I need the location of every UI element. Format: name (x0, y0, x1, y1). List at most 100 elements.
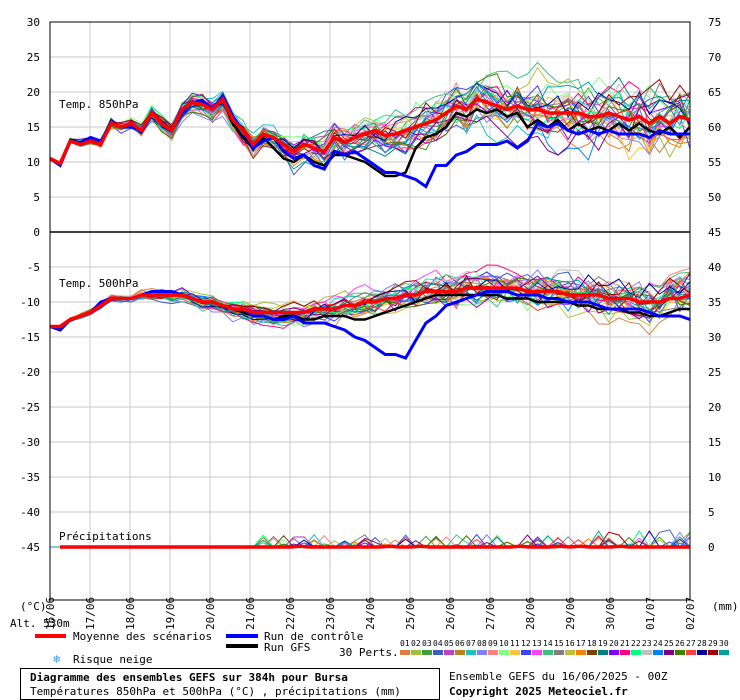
pert-legend-swatch (576, 650, 586, 655)
pert-line-t850-30 (49, 81, 691, 170)
x-tick-label: 20/06 (204, 597, 217, 630)
pert-line-t850-29 (49, 78, 691, 165)
pert-legend-swatch (444, 650, 454, 655)
y-left-tick-label: -45 (20, 541, 40, 554)
pert-legend-number: 07 (466, 639, 476, 648)
y-left-tick-label: 5 (33, 191, 40, 204)
pert-legend-swatch (675, 650, 685, 655)
x-tick-label: 17/06 (84, 597, 97, 630)
pert-legend-swatch (422, 650, 432, 655)
y-left-tick-label: 15 (27, 121, 40, 134)
pert-legend-swatch (620, 650, 630, 655)
title-box: Diagramme des ensembles GEFS sur 384h po… (20, 668, 440, 700)
pert-legend-number: 11 (510, 639, 520, 648)
pert-legend-number: 12 (521, 639, 531, 648)
x-tick-label: 29/06 (564, 597, 577, 630)
y-left-tick-label: -5 (27, 261, 40, 274)
legend-control-label: Run de contrôle (264, 630, 363, 643)
pert-legend-swatch (708, 650, 718, 655)
copyright: Copyright 2025 Meteociel.fr (449, 685, 628, 698)
pert-legend-number: 23 (642, 639, 652, 648)
y-left-tick-label: -20 (20, 366, 40, 379)
y-right-tick-label: 10 (708, 471, 721, 484)
pert-legend-number: 18 (587, 639, 597, 648)
snowflake-icon: ❄ (53, 652, 60, 666)
grid (50, 21, 690, 600)
pert-legend-swatch (609, 650, 619, 655)
panel-label-t850: Temp. 850hPa (59, 98, 138, 111)
pert-legend-swatch (532, 650, 542, 655)
pert-legend-swatch (631, 650, 641, 655)
pert-legend-number: 02 (411, 639, 421, 648)
y-right-tick-label: 5 (708, 506, 715, 519)
y-right-tick-label: 70 (708, 51, 721, 64)
pert-legend-swatch (686, 650, 696, 655)
pert-legend-number: 08 (477, 639, 487, 648)
pert-legend-swatch (719, 650, 729, 655)
x-tick-label: 30/06 (604, 597, 617, 630)
panel-label-precip: Précipitations (59, 530, 152, 543)
x-tick-label: 22/06 (284, 597, 297, 630)
y-left-tick-label: -15 (20, 331, 40, 344)
pert-legend-swatch (653, 650, 663, 655)
pert-line-t850-22 (49, 89, 691, 163)
x-tick-label: 25/06 (404, 597, 417, 630)
y-left-tick-label: 30 (27, 16, 40, 29)
y-left-tick-label: -30 (20, 436, 40, 449)
x-tick-label: 28/06 (524, 597, 537, 630)
x-tick-label: 23/06 (324, 597, 337, 630)
legend-mean-label: Moyenne des scénarios (73, 630, 212, 643)
pert-legend-number: 17 (576, 639, 586, 648)
pert-legend-swatch (543, 650, 553, 655)
pert-legend-swatch (433, 650, 443, 655)
pert-legend-swatch (488, 650, 498, 655)
mean-line-t850 (49, 95, 691, 166)
pert-legend-number: 20 (609, 639, 619, 648)
control-line-t500 (49, 290, 691, 360)
y-right-tick-label: 65 (708, 86, 721, 99)
y-right-tick-label: 50 (708, 191, 721, 204)
run-info: Ensemble GEFS du 16/06/2025 - 00Z (449, 670, 668, 683)
y-right-tick-label: 60 (708, 121, 721, 134)
y-right-tick-label: 75 (708, 16, 721, 29)
pert-legend-number: 05 (444, 639, 454, 648)
pert-legend-number: 25 (664, 639, 674, 648)
pert-legend-number: 06 (455, 639, 465, 648)
axes (49, 21, 691, 601)
pert-legend-swatch (697, 650, 707, 655)
mean-line-t500 (50, 286, 691, 329)
y-left-tick-label: 10 (27, 156, 40, 169)
y-left-tick-label: -35 (20, 471, 40, 484)
y-right-tick-label: 40 (708, 261, 721, 274)
y-right-tick-label: 0 (708, 541, 715, 554)
pert-legend-swatch (642, 650, 652, 655)
chart-title: Diagramme des ensembles GEFS sur 384h po… (30, 671, 348, 684)
altitude-label: Alt. 530m (10, 617, 70, 630)
y-right-tick-label: 35 (708, 296, 721, 309)
y-left-tick-label: -10 (20, 296, 40, 309)
pert-legend-number: 29 (708, 639, 718, 648)
pert-legend-swatch (565, 650, 575, 655)
pert-legend-number: 19 (598, 639, 608, 648)
x-tick-label: 21/06 (244, 597, 257, 630)
y-right-unit: (mm) (712, 600, 739, 613)
y-right-tick-label: 15 (708, 436, 721, 449)
y-left-tick-label: 20 (27, 86, 40, 99)
pert-legend-number: 01 (400, 639, 410, 648)
pert-legend-number: 21 (620, 639, 630, 648)
perturbation-legend: 01 02 03 04 05 06 07 08 09 10 11 12 13 14 15 16 17 18 19 20… (400, 639, 729, 655)
x-tick-label: 02/07 (684, 597, 697, 630)
x-tick-label: 01/07 (644, 597, 657, 630)
y-left-unit: (°C) (20, 600, 47, 613)
y-left-tick-label: -40 (20, 506, 40, 519)
pert-legend-swatch (455, 650, 465, 655)
pert-legend-swatch (411, 650, 421, 655)
x-tick-label: 27/06 (484, 597, 497, 630)
pert-legend-number: 26 (675, 639, 685, 648)
legend-gfs-label: Run GFS (264, 641, 310, 654)
pert-line-t500-29 (49, 275, 691, 328)
legend-snow-label: Risque neige (73, 653, 152, 666)
pert-line-t850-24 (49, 86, 691, 165)
